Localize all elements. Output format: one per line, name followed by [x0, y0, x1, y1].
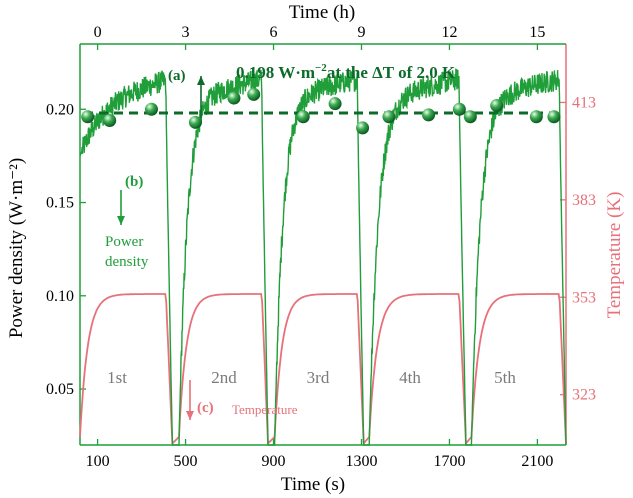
scatter-point [382, 110, 396, 124]
scatter-point [529, 110, 543, 124]
axis-ticks: 100 500 900 1300 1700 2100 0 3 6 9 12 15 0.05 0.10 0.1… [46, 24, 596, 470]
marker-label-c: (c) [197, 400, 214, 416]
power-line [79, 68, 567, 446]
y-axis-label-right: Temperature (K) [604, 192, 625, 319]
x-tick-label-top: 3 [182, 24, 190, 41]
annotation-arrows [117, 76, 205, 420]
cycle-label: 5th [494, 368, 516, 387]
plot-frame [79, 43, 567, 446]
cycle-label: 1st [107, 368, 127, 387]
scatter-points [81, 87, 561, 135]
arrow-a-head [197, 76, 205, 85]
x-tick-label-bottom: 100 [86, 453, 110, 470]
scatter-point [328, 97, 342, 111]
scatter-point [296, 110, 310, 124]
annotation-main-rest: at the ΔT of 2.0 K [327, 63, 456, 82]
cycle-label: 4th [399, 368, 421, 387]
y-tick-label-left: 0.20 [46, 101, 74, 118]
y-tick-label-right: 353 [572, 289, 596, 306]
scatter-point [144, 102, 158, 116]
y-tick-label-left: 0.15 [46, 195, 74, 212]
scatter-point [103, 113, 117, 127]
cycle-labels: 1st 2nd 3rd 4th 5th [107, 368, 516, 387]
x-tick-label-top: 0 [94, 24, 102, 41]
x-tick-label-bottom: 500 [174, 453, 198, 470]
x-tick-label-top: 9 [357, 24, 365, 41]
arrow-b-head [117, 216, 125, 225]
cycle-label: 3rd [307, 368, 330, 387]
scatter-point [463, 110, 477, 124]
y-axis-label-left: Power density (W·m⁻²) [6, 158, 27, 338]
y-tick-label-left: 0.05 [46, 381, 74, 398]
power-series-label-line1: Power [105, 234, 143, 250]
y-tick-label-right: 383 [572, 192, 596, 209]
annotation-main-value: 0.198 W·m [236, 63, 315, 82]
x-tick-label-top: 15 [529, 24, 545, 41]
x-tick-label-top: 12 [441, 24, 457, 41]
scatter-point [490, 99, 504, 113]
marker-label-a: (a) [168, 68, 186, 84]
labels: Time (s) Time (h) Power density (W·m⁻²) … [6, 2, 625, 495]
scatter-point [547, 110, 561, 124]
x-tick-label-bottom: 900 [262, 453, 286, 470]
scatter-point [422, 108, 436, 122]
annotation-main-sup: −2 [315, 62, 327, 74]
y-tick-label-left: 0.10 [46, 288, 74, 305]
x-tick-label-bottom: 2100 [521, 453, 553, 470]
x-tick-label-bottom: 1300 [345, 453, 377, 470]
temperature-line [79, 293, 567, 446]
scatter-point [452, 102, 466, 116]
scatter-point [81, 110, 95, 124]
power-series [79, 68, 567, 446]
x-axis-label-bottom: Time (s) [281, 474, 345, 495]
annotation-main: 0.198 W·m−2at the ΔT of 2.0 K [236, 62, 456, 82]
y-tick-label-right: 413 [572, 94, 596, 111]
cycle-label: 2nd [211, 368, 237, 387]
arrow-c-head [186, 411, 194, 420]
scatter-point [188, 115, 202, 129]
scatter-point [227, 91, 241, 105]
scatter-point [247, 87, 261, 101]
scatter-point [356, 121, 370, 135]
power-series-label-line2: density [105, 254, 149, 270]
marker-label-b: (b) [125, 174, 143, 190]
temperature-series-label: Temperature [232, 402, 298, 417]
x-tick-label-bottom: 1700 [433, 453, 465, 470]
y-tick-label-right: 323 [572, 387, 596, 404]
x-axis-label-top: Time (h) [289, 2, 355, 23]
x-tick-label-top: 6 [270, 24, 278, 41]
temperature-series [79, 293, 567, 446]
